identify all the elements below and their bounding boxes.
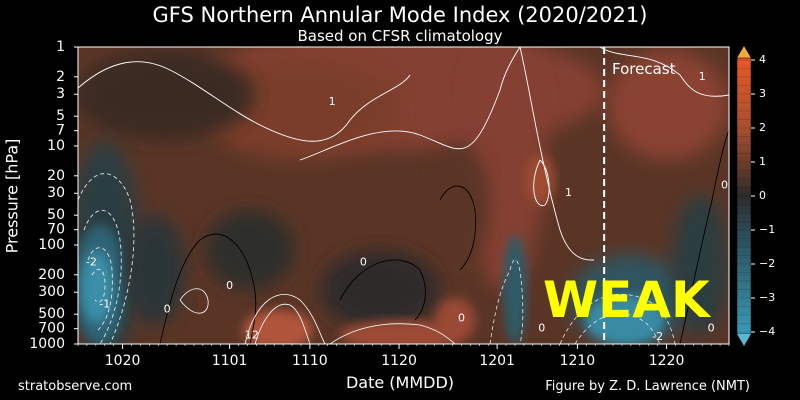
contour-line (329, 323, 456, 344)
contour-line (574, 313, 661, 344)
field-patch (78, 50, 255, 140)
contour-line (679, 129, 729, 344)
contour-label: 0 (458, 311, 465, 324)
contour-line (533, 159, 550, 207)
x-axis-label: Date (MMDD) (345, 373, 455, 392)
field-patch (205, 210, 295, 290)
contour-label: -2 (652, 330, 663, 343)
contour-label: -1 (99, 298, 110, 311)
field-patch (503, 235, 527, 344)
field-patch (320, 250, 440, 330)
field-shading (78, 47, 728, 344)
field-patch (585, 295, 665, 344)
contour-line (339, 259, 426, 321)
contour-label: 0 (721, 178, 728, 191)
y-tick-label: 20 (47, 168, 65, 184)
contour-line (78, 173, 135, 344)
x-tick-label: 1020 (105, 353, 141, 369)
colorbar-tick-label: −2 (759, 257, 775, 270)
y-tick-label: 500 (38, 306, 65, 322)
y-tick-label: 300 (38, 284, 65, 300)
field-patch (435, 298, 475, 342)
contour-label: 0 (226, 279, 233, 292)
colorbar-tick-label: −1 (759, 223, 775, 236)
x-tick-label: 1220 (649, 353, 685, 369)
forecast-label: Forecast (612, 60, 676, 78)
colorbar-tick-label: 4 (759, 53, 766, 66)
contour-label: 0 (708, 322, 715, 335)
y-tick-label: 3 (56, 86, 65, 102)
contour-label: 0 (538, 322, 545, 335)
field-patch (125, 215, 185, 325)
y-tick-label: 7 (56, 123, 65, 139)
x-tick-label: 1110 (292, 353, 328, 369)
y-tick-label: 2 (56, 69, 65, 85)
x-tick-label: 1210 (560, 353, 596, 369)
x-tick-label: 1120 (381, 353, 417, 369)
y-tick-label: 10 (47, 138, 65, 154)
x-axis-ticks: 1020 1101 1110 1120 1201 1210 1220 (77, 344, 730, 369)
field-patch (340, 320, 460, 344)
contour-line (489, 259, 524, 344)
y-tick-label: 200 (38, 267, 65, 283)
chart-subtitle: Based on CFSR climatology (297, 27, 503, 45)
contour-label: -2 (86, 255, 97, 268)
field-patch (243, 310, 313, 344)
y-tick-label: 50 (47, 207, 65, 223)
chart-title: GFS Northern Annular Mode Index (2020/20… (152, 3, 648, 27)
y-tick-label: 30 (47, 185, 65, 201)
contour-line (439, 185, 477, 271)
contour-line (254, 303, 311, 344)
field-patch (672, 195, 728, 335)
contour-labels: 1 1 1 -2 -1 0 0 0 0 0 -2 0 0 12 (86, 70, 728, 343)
colorbar-tick-label: −3 (759, 291, 775, 304)
contour-line (87, 247, 113, 331)
field-patch (526, 155, 554, 205)
colorbar-tick-label: 2 (759, 121, 766, 134)
contour-line (78, 61, 411, 142)
weak-stamp: WEAK (543, 271, 712, 329)
y-tick-label: 5 (56, 108, 65, 124)
colorbar-ticks: 4 3 2 1 0 −1 −2 −3 −4 (737, 53, 775, 338)
colorbar-tick-label: 0 (759, 189, 766, 202)
site-credit: stratobserve.com (18, 379, 133, 394)
y-tick-label: 100 (38, 237, 65, 253)
contour-line (519, 47, 595, 261)
contour-label: 1 (329, 95, 336, 108)
contour-label: 12 (245, 328, 259, 341)
colorbar: 4 3 2 1 0 −1 −2 −3 −4 (736, 46, 775, 346)
contour-line (179, 288, 209, 314)
field-patch (81, 251, 113, 323)
contour-line (244, 294, 326, 344)
contour-line (83, 210, 122, 344)
field-patch (430, 145, 490, 265)
colorbar-tick-label: −4 (759, 325, 775, 338)
contour-line (91, 268, 106, 303)
contour-line (559, 293, 676, 344)
contour-line (599, 47, 729, 97)
contour-label: 1 (565, 186, 572, 199)
x-tick-label: 1201 (479, 353, 515, 369)
y-tick-label: 1 (56, 39, 65, 55)
author-credit: Figure by Z. D. Lawrence (NMT) (545, 379, 750, 394)
contour-label: 0 (164, 303, 171, 316)
y-tick-label: 70 (47, 222, 65, 238)
x-tick-label: 1101 (212, 353, 248, 369)
contour-lines (78, 47, 729, 344)
colorbar-tick-label: 1 (759, 155, 766, 168)
y-tick-label: 700 (38, 321, 65, 337)
field-patch (608, 50, 728, 160)
colorbar-tick-label: 3 (759, 87, 766, 100)
contour-line (299, 47, 521, 161)
y-tick-label: 1000 (29, 336, 65, 352)
contour-line (159, 233, 257, 344)
contour-label: 1 (699, 70, 706, 83)
y-axis-label: Pressure [hPa] (2, 138, 22, 254)
contour-label: 0 (360, 255, 367, 268)
